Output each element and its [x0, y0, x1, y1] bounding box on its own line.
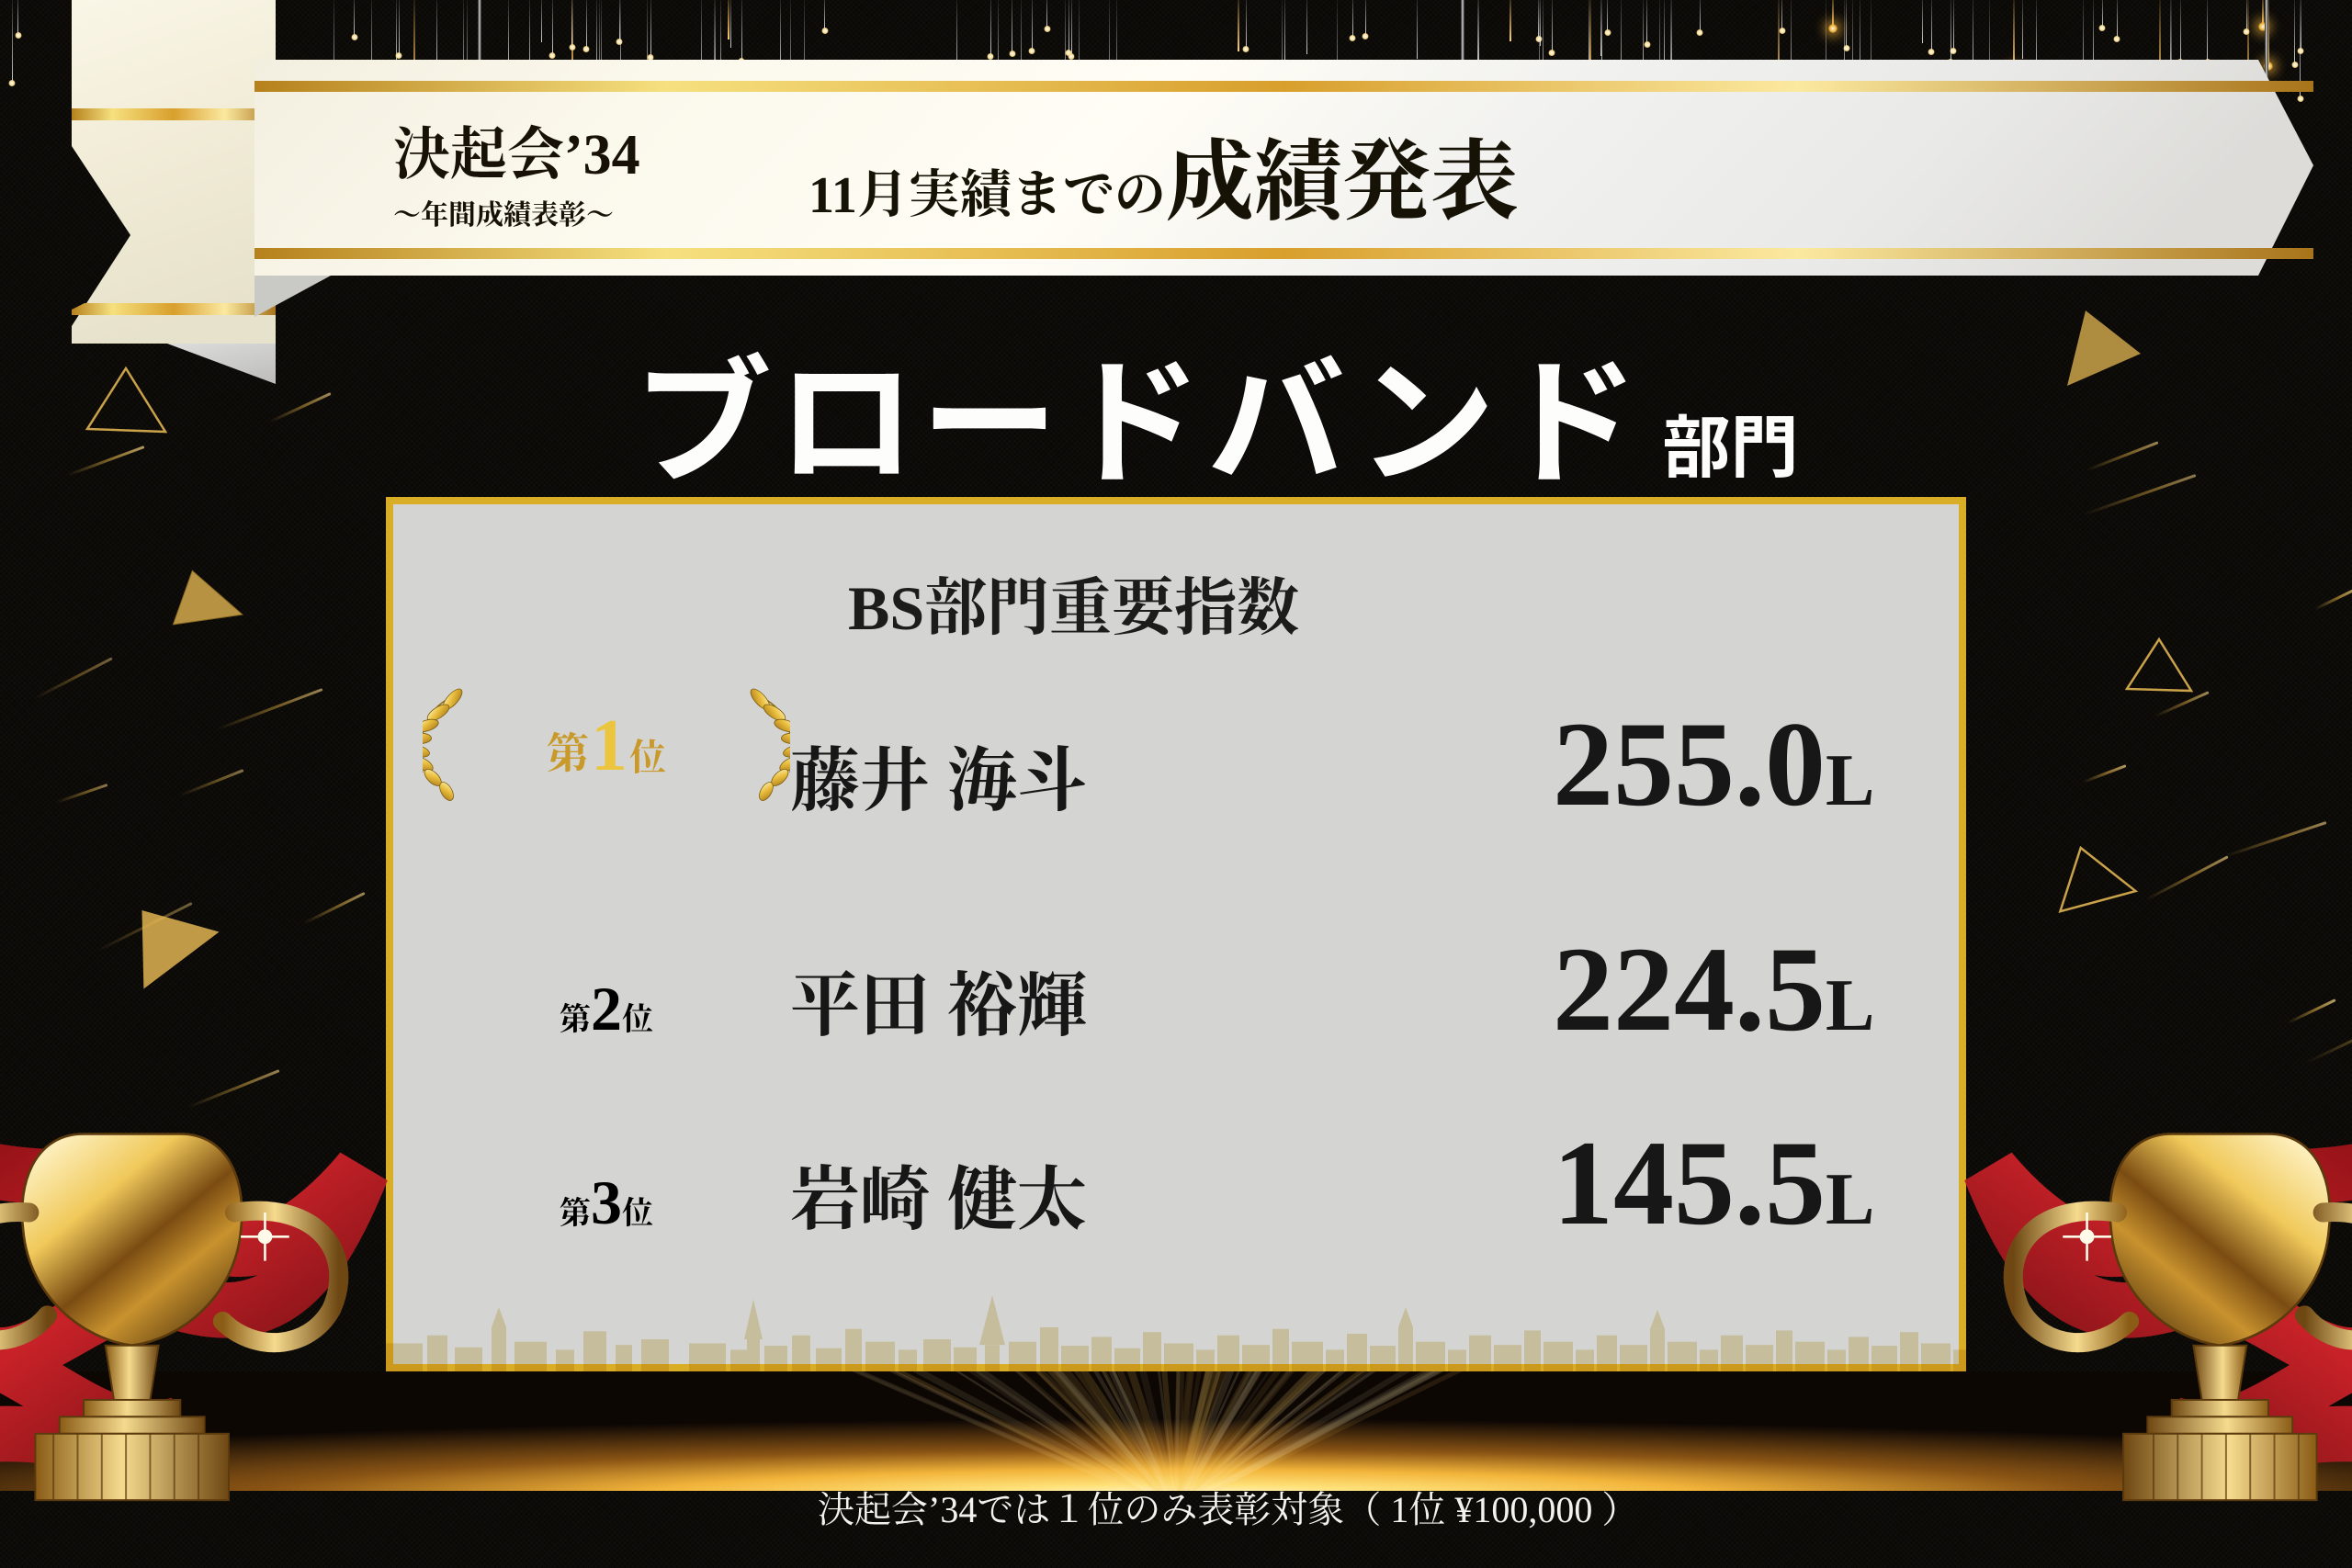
svg-text:第1位: 第1位	[547, 705, 666, 786]
